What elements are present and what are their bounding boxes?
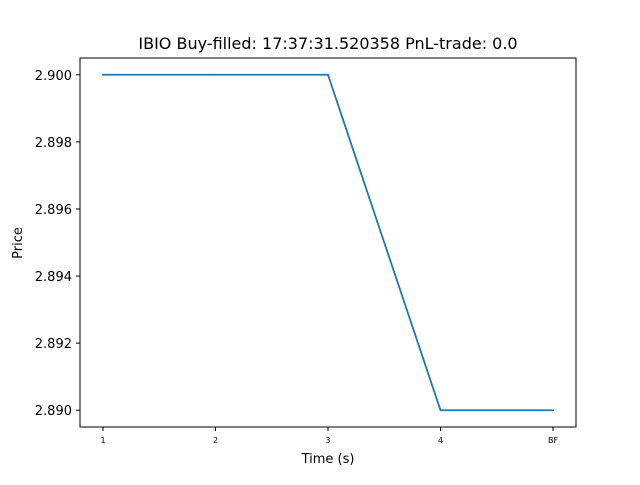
y-tick-label: 2.898 bbox=[35, 136, 72, 151]
x-tick-label: 3 bbox=[325, 436, 330, 445]
x-tick-label: 2 bbox=[213, 436, 218, 445]
data-point bbox=[214, 73, 217, 76]
y-tick-label: 2.894 bbox=[35, 270, 72, 285]
series-lines bbox=[102, 73, 554, 412]
x-tick-label: 1 bbox=[100, 436, 105, 445]
y-tick-label: 2.892 bbox=[35, 337, 72, 352]
data-point bbox=[552, 409, 554, 412]
y-tick-label: 2.900 bbox=[35, 69, 72, 84]
price-line-series-0 bbox=[102, 73, 554, 412]
y-tick-label: 2.896 bbox=[35, 203, 72, 218]
x-tick-label: 4 bbox=[438, 436, 443, 445]
x-axis-label: Time (s) bbox=[301, 452, 355, 467]
data-point bbox=[102, 73, 104, 76]
y-axis-label: Price bbox=[11, 227, 26, 259]
x-tick-label: BF bbox=[548, 436, 558, 445]
data-point bbox=[327, 73, 329, 76]
chart-title: IBIO Buy-filled: 17:37:31.520358 PnL-tra… bbox=[138, 34, 517, 53]
plot-area-frame bbox=[79, 57, 577, 428]
y-axis-ticks: 2.890 2.892 2.894 2.896 2.898 2.900 bbox=[35, 69, 80, 419]
x-axis-ticks: 1 2 3 4 BF bbox=[100, 427, 558, 445]
data-point bbox=[439, 409, 442, 412]
y-tick-label: 2.890 bbox=[35, 404, 72, 419]
